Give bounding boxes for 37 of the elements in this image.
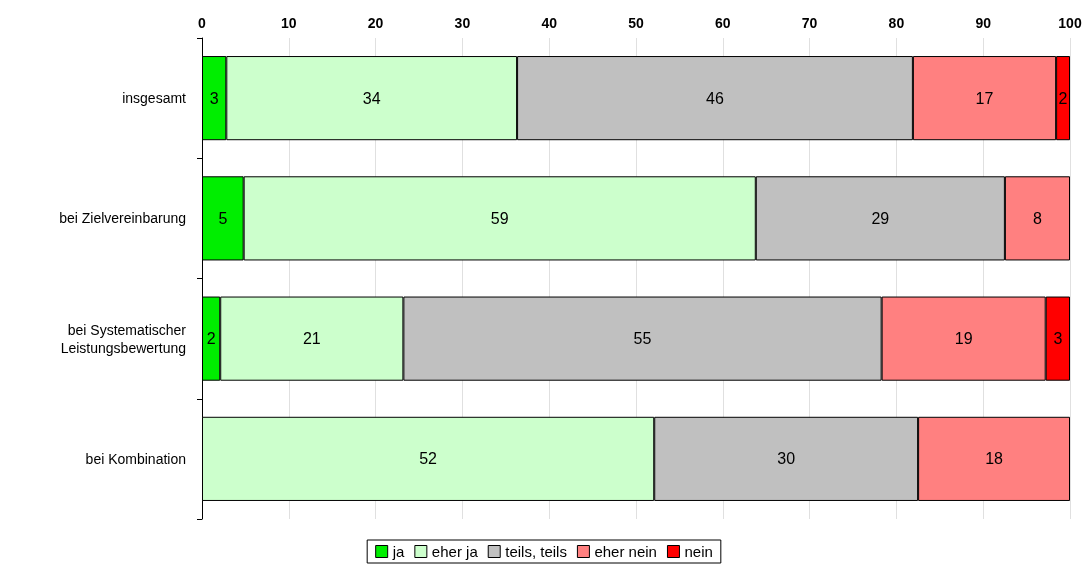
x-tick-label: 20	[367, 15, 384, 31]
data-label: 21	[302, 330, 321, 348]
data-label: 3	[1053, 330, 1063, 348]
x-tick-label: 80	[888, 15, 905, 31]
data-label: 2	[206, 330, 216, 348]
data-label: 46	[706, 89, 724, 107]
x-tick-label: 30	[454, 15, 471, 31]
data-label: 17	[975, 89, 994, 107]
data-label: 52	[419, 450, 438, 468]
legend-label: nein	[684, 543, 713, 560]
x-tick-label: 100	[1058, 15, 1082, 31]
data-label: 2	[1058, 89, 1068, 107]
legend-label: ja	[391, 543, 406, 560]
x-tick-label: 60	[715, 15, 731, 31]
x-tick-label: 0	[198, 15, 207, 31]
legend-label: eher ja	[431, 543, 479, 560]
y-tick-label: insgesamt	[122, 90, 187, 107]
data-label: 59	[490, 209, 509, 227]
y-tick-label: bei Systematischer Leistungsbewertung	[60, 321, 187, 356]
x-tick-label: 40	[541, 15, 558, 31]
data-label: 30	[777, 450, 796, 468]
y-tick-label: bei Kombination	[85, 450, 186, 467]
y-tick-label: bei Zielvereinbarung	[59, 210, 186, 227]
data-label: 19	[954, 330, 973, 348]
legend-label: teils, teils	[505, 543, 567, 560]
data-label: 34	[362, 89, 381, 107]
data-label: 3	[209, 89, 219, 107]
data-label: 5	[218, 209, 228, 227]
legend-label: eher nein	[594, 543, 657, 560]
data-label: 55	[633, 330, 652, 348]
x-tick-label: 70	[801, 15, 818, 31]
x-tick-label: 90	[975, 15, 992, 31]
data-label: 29	[871, 209, 890, 227]
data-label: 18	[985, 450, 1004, 468]
x-tick-label: 50	[628, 15, 644, 31]
x-tick-label: 10	[281, 15, 297, 31]
data-label: 8	[1033, 209, 1042, 227]
